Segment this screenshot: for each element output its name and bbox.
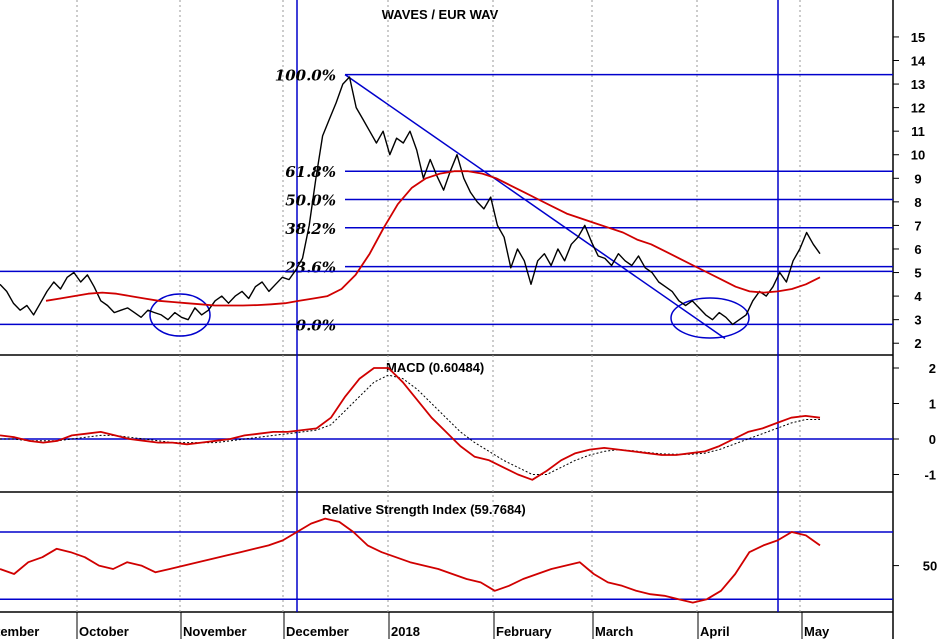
rsi-line: [0, 517, 821, 604]
fib-level-label: 38.2%: [285, 220, 336, 238]
price-series-line: [0, 76, 821, 326]
fib-level-label: 50.0%: [285, 192, 336, 210]
x-tick-label: February: [496, 624, 552, 639]
y-tick-label: -1: [924, 468, 936, 483]
x-tick-label: November: [183, 624, 247, 639]
y-tick-label: 50: [923, 559, 937, 574]
y-tick-label: 11: [911, 124, 925, 139]
y-tick-label: 2: [914, 336, 921, 351]
fib-level-label: 61.8%: [285, 163, 336, 181]
y-tick-label: 13: [911, 77, 925, 92]
x-tick-label: tember: [0, 624, 39, 639]
x-tick-label: March: [595, 624, 633, 639]
y-tick-label: 7: [914, 218, 921, 233]
price-chart-title: WAVES / EUR WAV: [382, 7, 499, 22]
x-tick-label: December: [286, 624, 349, 639]
moving-average-line: [45, 170, 821, 307]
y-tick-label: 0: [929, 432, 936, 447]
x-tick-label: May: [804, 624, 830, 639]
fib-level-label: 100.0%: [275, 67, 336, 85]
y-tick-label: 15: [911, 30, 925, 45]
y-tick-label: 5: [914, 266, 921, 281]
fib-level-label: 23.6%: [284, 259, 336, 277]
y-tick-label: 8: [914, 195, 921, 210]
macd-signal-line: [0, 374, 820, 475]
highlight-ellipse: [670, 297, 750, 339]
y-tick-label: 10: [911, 148, 925, 163]
highlight-ellipse: [149, 293, 211, 337]
y-tick-label: 1: [929, 397, 936, 412]
macd-title: MACD (0.60484): [386, 360, 484, 375]
x-tick-label: April: [700, 624, 730, 639]
x-tick-label: 2018: [391, 624, 420, 639]
macd-line: [0, 367, 821, 481]
trend-line: [344, 74, 726, 340]
y-tick-label: 9: [914, 171, 921, 186]
rsi-title: Relative Strength Index (59.7684): [322, 502, 526, 517]
x-tick-label: October: [79, 624, 129, 639]
y-tick-label: 14: [911, 54, 926, 69]
y-tick-label: 6: [914, 242, 921, 257]
fib-level-label: 0.0%: [296, 316, 336, 334]
y-tick-label: 4: [914, 289, 922, 304]
y-tick-label: 3: [914, 313, 921, 328]
y-tick-label: 12: [911, 101, 925, 116]
y-tick-label: 2: [929, 361, 936, 376]
